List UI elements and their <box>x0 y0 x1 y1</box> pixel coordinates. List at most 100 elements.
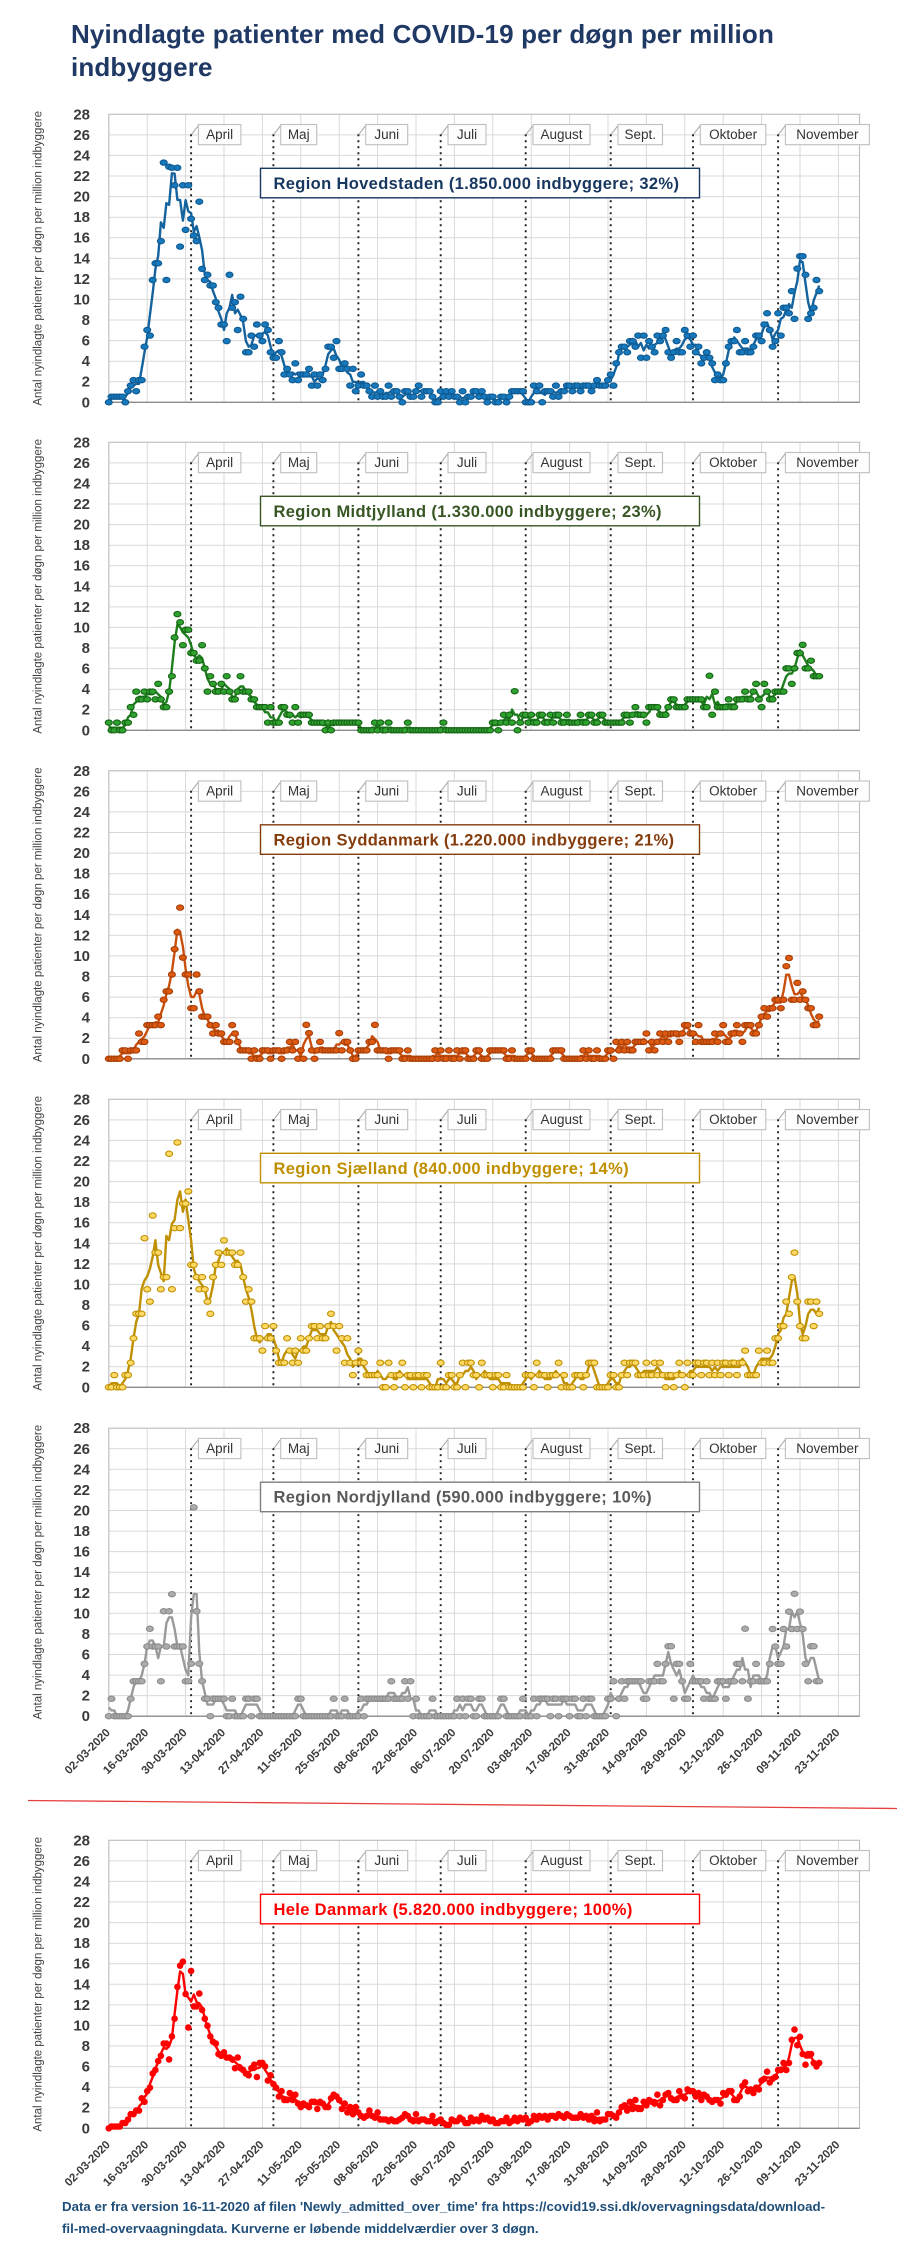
svg-text:Sept.: Sept. <box>625 784 657 799</box>
svg-text:Hele Danmark (5.820.000 indbyg: Hele Danmark (5.820.000 indbyggere; 100%… <box>274 1901 633 1919</box>
svg-text:Juli: Juli <box>457 127 477 142</box>
svg-text:0: 0 <box>82 394 90 411</box>
svg-text:6: 6 <box>82 1318 90 1335</box>
svg-text:26: 26 <box>73 1112 90 1129</box>
svg-text:Sept.: Sept. <box>625 1853 657 1868</box>
svg-text:Juni: Juni <box>374 127 399 142</box>
svg-text:18: 18 <box>73 537 90 554</box>
svg-text:Oktober: Oktober <box>709 784 758 799</box>
svg-text:November: November <box>796 455 859 470</box>
svg-text:16: 16 <box>73 1215 90 1232</box>
svg-text:November: November <box>796 784 859 799</box>
svg-text:November: November <box>796 1441 859 1456</box>
svg-text:18: 18 <box>73 1523 90 1540</box>
svg-text:26: 26 <box>73 455 90 472</box>
svg-text:6: 6 <box>82 661 90 678</box>
svg-text:14: 14 <box>73 1235 90 1252</box>
svg-text:22: 22 <box>73 1482 90 1499</box>
svg-text:Nyindlagte patienter med COVID: Nyindlagte patienter med COVID-19 per dø… <box>71 19 774 49</box>
svg-text:November: November <box>796 1853 859 1868</box>
svg-text:Maj: Maj <box>288 784 310 799</box>
svg-text:Oktober: Oktober <box>709 1112 758 1127</box>
svg-text:14: 14 <box>73 578 90 595</box>
svg-text:Sept.: Sept. <box>625 127 657 142</box>
svg-text:April: April <box>206 1112 233 1127</box>
svg-text:20: 20 <box>73 189 90 206</box>
svg-text:2: 2 <box>82 374 90 391</box>
svg-text:8: 8 <box>82 2038 90 2055</box>
svg-text:28: 28 <box>73 106 90 123</box>
svg-text:2: 2 <box>82 702 90 719</box>
svg-text:6: 6 <box>82 989 90 1006</box>
svg-text:indbyggere: indbyggere <box>71 52 213 82</box>
svg-text:Antal nyindlagte patienter per: Antal nyindlagte patienter per døgn per … <box>33 111 45 406</box>
svg-text:Maj: Maj <box>288 127 310 142</box>
svg-text:Oktober: Oktober <box>709 127 758 142</box>
svg-text:Oktober: Oktober <box>709 1853 758 1868</box>
svg-text:4: 4 <box>82 1667 91 1684</box>
svg-text:April: April <box>206 455 233 470</box>
svg-text:14: 14 <box>73 1564 90 1581</box>
svg-text:20: 20 <box>73 845 90 862</box>
svg-text:August: August <box>540 455 582 470</box>
svg-text:Juli: Juli <box>457 455 477 470</box>
svg-text:10: 10 <box>73 619 90 636</box>
svg-text:2: 2 <box>82 1688 90 1705</box>
svg-text:0: 0 <box>82 1051 90 1068</box>
svg-text:November: November <box>796 1112 859 1127</box>
svg-text:August: August <box>540 1853 582 1868</box>
svg-text:Antal nyindlagte patienter per: Antal nyindlagte patienter per døgn per … <box>33 1096 45 1391</box>
svg-text:Maj: Maj <box>288 455 310 470</box>
svg-text:August: August <box>540 127 582 142</box>
svg-text:Region Nordjylland (590.000 in: Region Nordjylland (590.000 indbyggere; … <box>274 1489 653 1507</box>
svg-text:Juli: Juli <box>457 1853 477 1868</box>
svg-text:Antal nyindlagte patienter per: Antal nyindlagte patienter per døgn per … <box>33 1837 45 2132</box>
svg-text:26: 26 <box>73 127 90 144</box>
svg-text:April: April <box>206 784 233 799</box>
svg-text:Maj: Maj <box>288 1853 310 1868</box>
svg-text:Sept.: Sept. <box>625 1112 657 1127</box>
svg-text:16: 16 <box>73 1544 90 1561</box>
svg-text:22: 22 <box>73 168 90 185</box>
svg-text:24: 24 <box>73 1461 90 1478</box>
svg-text:16: 16 <box>73 886 90 903</box>
svg-text:Region Syddanmark (1.220.000 i: Region Syddanmark (1.220.000 indbyggere;… <box>274 831 675 849</box>
svg-text:April: April <box>206 127 233 142</box>
svg-text:8: 8 <box>82 969 90 986</box>
svg-text:14: 14 <box>73 907 90 924</box>
svg-text:12: 12 <box>73 1585 90 1602</box>
svg-text:26: 26 <box>73 783 90 800</box>
svg-text:Oktober: Oktober <box>709 455 758 470</box>
svg-text:8: 8 <box>82 1626 90 1643</box>
svg-text:Region Midtjylland (1.330.000: Region Midtjylland (1.330.000 indbyggere… <box>274 503 662 521</box>
svg-text:0: 0 <box>82 2120 90 2137</box>
svg-text:6: 6 <box>82 1647 90 1664</box>
svg-text:Data er fra version 16-11-2020: Data er fra version 16-11-2020 af filen … <box>62 2199 825 2214</box>
svg-text:8: 8 <box>82 312 90 329</box>
svg-text:20: 20 <box>73 1915 90 1932</box>
svg-text:Oktober: Oktober <box>709 1441 758 1456</box>
svg-text:8: 8 <box>82 640 90 657</box>
svg-text:18: 18 <box>73 1194 90 1211</box>
svg-text:10: 10 <box>73 1605 90 1622</box>
svg-text:14: 14 <box>73 1976 90 1993</box>
svg-text:26: 26 <box>73 1853 90 1870</box>
svg-text:Juni: Juni <box>374 1441 399 1456</box>
svg-text:November: November <box>796 127 859 142</box>
svg-text:28: 28 <box>73 1091 90 1108</box>
svg-text:6: 6 <box>82 2059 90 2076</box>
svg-text:28: 28 <box>73 1832 90 1849</box>
svg-text:4: 4 <box>82 1338 91 1355</box>
svg-text:18: 18 <box>73 209 90 226</box>
svg-text:4: 4 <box>82 2079 91 2096</box>
svg-text:2: 2 <box>82 1030 90 1047</box>
svg-text:Antal nyindlagte patienter per: Antal nyindlagte patienter per døgn per … <box>33 439 45 734</box>
svg-text:12: 12 <box>73 1997 90 2014</box>
svg-text:Juli: Juli <box>457 1112 477 1127</box>
svg-text:18: 18 <box>73 866 90 883</box>
svg-text:22: 22 <box>73 825 90 842</box>
svg-text:24: 24 <box>73 1873 90 1890</box>
svg-text:18: 18 <box>73 1935 90 1952</box>
svg-text:Antal nyindlagte patienter per: Antal nyindlagte patienter per døgn per … <box>33 767 45 1062</box>
svg-text:2: 2 <box>82 2100 90 2117</box>
